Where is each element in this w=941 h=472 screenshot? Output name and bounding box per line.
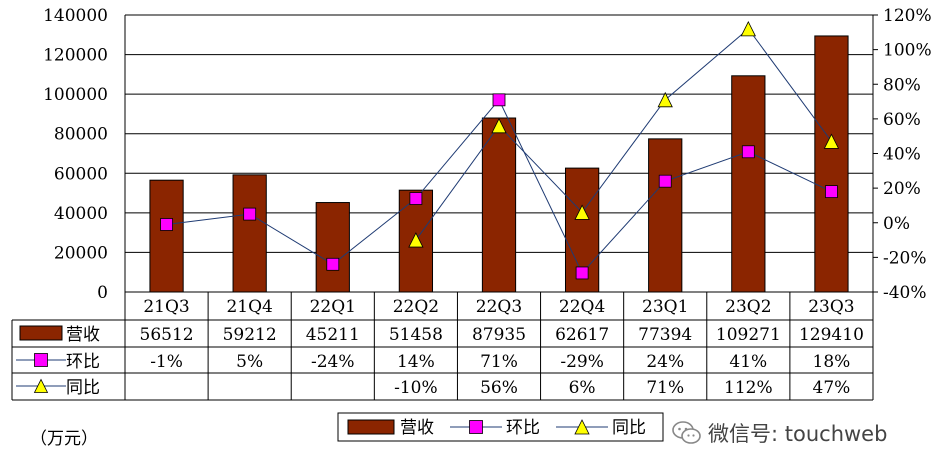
legend-label: 营收: [400, 418, 434, 438]
y-right-tick-label: -20%: [883, 248, 927, 268]
legend-key-marker: [574, 419, 590, 435]
point: [825, 185, 838, 198]
data-label: 129410: [799, 325, 864, 345]
data-label: 18%: [813, 352, 851, 372]
y-left-tick-label: 80000: [54, 125, 108, 145]
x-tick-label: 23Q1: [642, 297, 688, 317]
x-tick-label: 22Q1: [310, 297, 356, 317]
x-tick-label: 22Q4: [559, 297, 605, 317]
data-label: 24%: [646, 352, 684, 372]
point: [575, 266, 589, 280]
x-tick-label: 21Q3: [143, 297, 189, 317]
legend-key-bar: [347, 419, 395, 435]
wechat-icon: [672, 421, 701, 444]
point: [491, 117, 507, 134]
data-label: 45211: [306, 325, 360, 345]
y-left-tick-label: 40000: [54, 204, 108, 224]
point: [160, 218, 173, 231]
bar: [232, 174, 267, 293]
y-right-tick-label: 80%: [883, 75, 921, 95]
point: [740, 20, 756, 37]
point: [492, 93, 506, 107]
watermark-text: 微信号: touchweb: [708, 422, 888, 446]
point: [408, 232, 424, 248]
y-right-tick-label: -40%: [883, 283, 927, 303]
legend-label: 同比: [612, 418, 646, 438]
bar: [648, 138, 683, 293]
data-label: 112%: [724, 378, 773, 398]
bar-series: [149, 35, 849, 293]
x-tick-label: 23Q2: [725, 297, 771, 317]
legend-label: 环比: [506, 418, 540, 438]
data-label: 71%: [480, 352, 518, 372]
row-key-bar: [19, 325, 63, 341]
watermark: 微信号: touchweb: [672, 416, 932, 450]
point: [823, 133, 840, 149]
data-label: 59212: [223, 325, 277, 345]
y-right-tick-label: 100%: [883, 41, 932, 61]
unit-label: （万元）: [30, 429, 98, 449]
data-label: 56512: [140, 325, 194, 345]
data-label: 87935: [472, 325, 526, 345]
y-left-tick-label: 0: [97, 283, 108, 303]
y-left-tick-label: 20000: [54, 243, 108, 263]
data-label: -29%: [560, 352, 604, 372]
bar: [315, 202, 350, 293]
data-label: 41%: [729, 352, 767, 372]
data-label: -1%: [150, 352, 183, 372]
row-header-label: 环比: [66, 352, 100, 372]
data-label: 77394: [638, 325, 692, 345]
data-label: 5%: [236, 352, 263, 372]
x-tick-label: 21Q4: [226, 297, 272, 317]
series-line: [415, 28, 832, 241]
data-label: 71%: [646, 378, 684, 398]
point: [658, 174, 672, 188]
point: [243, 207, 257, 221]
y-left-tick-label: 100000: [43, 85, 108, 105]
data-label: -10%: [394, 378, 438, 398]
y-left-tick-label: 60000: [54, 164, 108, 184]
data-label: -24%: [311, 352, 355, 372]
point: [326, 257, 340, 271]
bar: [814, 35, 849, 293]
y-right-tick-label: 40%: [883, 145, 921, 165]
axes: 0 20000 40000 60000 80000 100000 120000 140000 -…: [43, 6, 932, 303]
x-tick-label: 22Q3: [476, 297, 522, 317]
y-right-tick-label: 120%: [883, 6, 932, 26]
y-left-tick-label: 140000: [43, 6, 108, 26]
row-key-marker: [34, 353, 48, 367]
bar: [564, 167, 600, 293]
data-table: 21Q3 21Q4 22Q1 22Q2 22Q3 22Q4 23Q1 23Q2 23Q3 5651…: [11, 292, 874, 401]
data-label: 14%: [397, 352, 435, 372]
y-right-tick-label: 20%: [883, 179, 921, 199]
row-key-marker: [33, 378, 49, 393]
y-left-tick-label: 120000: [43, 46, 108, 66]
bar: [481, 117, 517, 293]
bar: [149, 179, 184, 293]
row-header-label: 营收: [66, 325, 100, 345]
point: [657, 91, 673, 108]
point: [574, 204, 590, 220]
data-label: 47%: [813, 378, 851, 398]
y-right-tick-label: 60%: [883, 110, 921, 130]
line-series: [160, 20, 840, 280]
y-right-tick-label: 0%: [883, 214, 910, 234]
data-label: 62617: [555, 325, 609, 345]
data-label: 51458: [389, 325, 443, 345]
data-label: 109271: [716, 325, 781, 345]
x-tick-label: 23Q3: [808, 297, 854, 317]
point: [409, 192, 423, 205]
bar: [731, 75, 766, 293]
legend-key-marker: [469, 420, 483, 434]
data-label: 6%: [569, 378, 596, 398]
row-header-label: 同比: [66, 378, 100, 398]
x-tick-label: 22Q2: [393, 297, 439, 317]
legend: 营收 环比 同比: [337, 412, 664, 442]
point: [741, 145, 755, 159]
data-label: 56%: [480, 378, 518, 398]
